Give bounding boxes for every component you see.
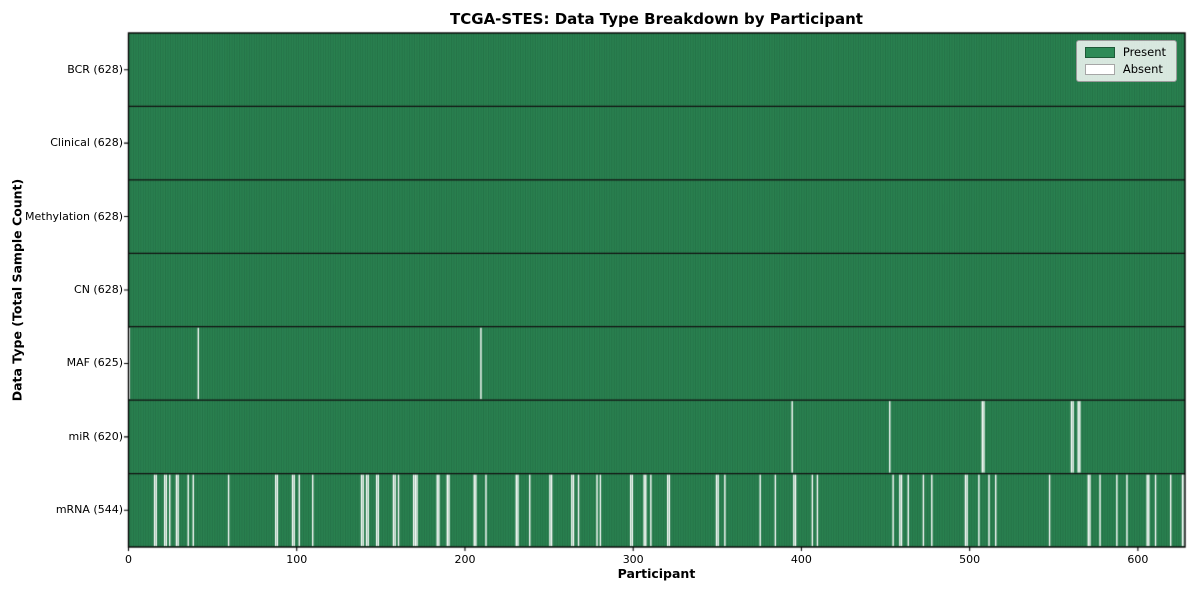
- legend-label-present: Present: [1122, 45, 1166, 59]
- legend-item-present: Present: [1084, 45, 1166, 59]
- present-color-swatch: [1084, 47, 1115, 59]
- legend: Present Absent: [1075, 40, 1177, 82]
- absent-color-swatch: [1084, 63, 1115, 75]
- y-axis-label: Data Type (Total Sample Count): [9, 178, 25, 402]
- legend-label-absent: Absent: [1122, 61, 1163, 76]
- x-axis-label: Participant: [617, 566, 696, 581]
- chart-title: TCGA-STES: Data Type Breakdown by Partic…: [450, 10, 863, 28]
- legend-item-absent: Absent: [1084, 61, 1166, 76]
